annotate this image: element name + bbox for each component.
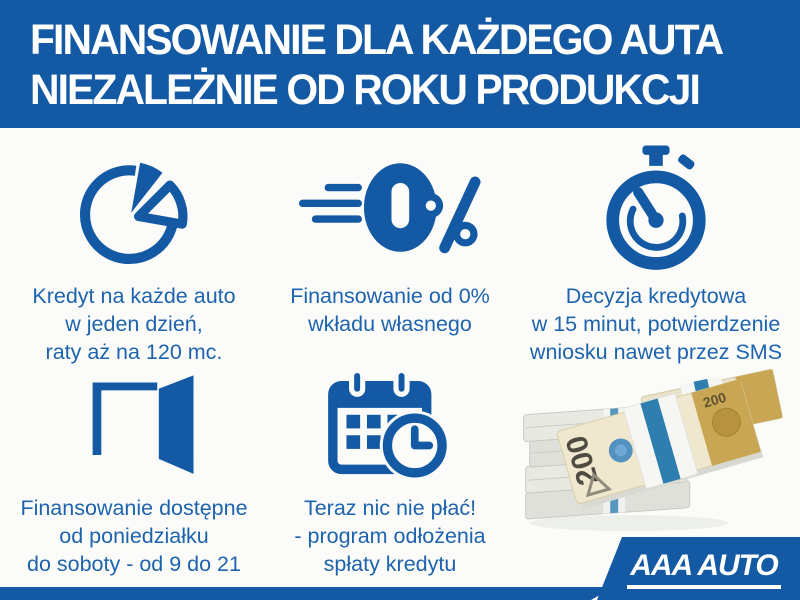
logo-text: AAA AUTO bbox=[627, 549, 781, 589]
feature-card-availability: Finansowanie dostępne od poniedziałku do… bbox=[8, 358, 260, 578]
feature-caption: Decyzja kredytowa w 15 minut, potwierdze… bbox=[530, 282, 782, 366]
feature-card-loan-every-car: Kredyt na każde auto w jeden dzień, raty… bbox=[8, 140, 260, 366]
caption-line: Finansowanie dostępne bbox=[20, 496, 248, 520]
caption-line: raty aż na 120 mc. bbox=[45, 340, 223, 364]
caption-line: Kredyt na każde auto bbox=[32, 284, 236, 308]
feature-caption: Teraz nic nie płać! - program odłożenia … bbox=[294, 494, 485, 578]
caption-line: Finansowanie od 0% bbox=[290, 284, 490, 308]
header-title-line-2: NIEZALEŻNIE OD ROKU PRODUKCJI bbox=[30, 66, 701, 114]
zero-percent-icon bbox=[299, 140, 481, 280]
caption-line: wkładu własnego bbox=[308, 312, 472, 336]
header-banner: FINANSOWANIE DLA KAŻDEGO AUTA NIEZALEŻNI… bbox=[0, 0, 800, 128]
caption-line: do soboty - od 9 do 21 bbox=[27, 552, 241, 576]
caption-line: w jeden dzień, bbox=[65, 312, 203, 336]
feature-card-credit-decision: Decyzja kredytowa w 15 minut, potwierdze… bbox=[518, 140, 794, 366]
pie-chart-icon bbox=[74, 140, 194, 280]
caption-line: w 15 minut, potwierdzenie bbox=[531, 312, 781, 336]
svg-text:200: 200 bbox=[701, 389, 728, 411]
feature-caption: Kredyt na każde auto w jeden dzień, raty… bbox=[32, 282, 235, 366]
feature-caption: Finansowanie od 0% wkładu własnego bbox=[290, 282, 490, 338]
caption-line: wniosku nawet przez SMS bbox=[529, 340, 783, 364]
stopwatch-icon bbox=[600, 140, 712, 280]
header-title-line-1: FINANSOWANIE DLA KAŻDEGO AUTA bbox=[30, 16, 724, 64]
caption-line: spłaty kredytu bbox=[323, 552, 457, 576]
aaa-auto-logo: AAA AUTO bbox=[597, 537, 800, 600]
caption-line: Decyzja kredytowa bbox=[565, 284, 747, 308]
feature-caption: Finansowanie dostępne od poniedziałku do… bbox=[20, 494, 247, 578]
caption-line: Teraz nic nie płać! bbox=[303, 496, 477, 520]
calendar-clock-icon bbox=[326, 358, 454, 492]
caption-line: - program odłożenia bbox=[294, 524, 486, 548]
open-door-icon bbox=[69, 358, 199, 492]
caption-line: od poniedziałku bbox=[59, 524, 209, 548]
feature-card-zero-percent: Finansowanie od 0% wkładu własnego bbox=[266, 140, 514, 338]
money-stacks-image: 200 200 200 bbox=[510, 354, 792, 538]
feature-card-pay-later: Teraz nic nie płać! - program odłożenia … bbox=[266, 358, 514, 578]
bottom-bar bbox=[0, 587, 614, 600]
